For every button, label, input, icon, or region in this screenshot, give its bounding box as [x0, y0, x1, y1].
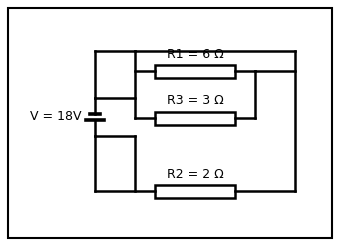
- Text: V = 18V: V = 18V: [30, 110, 81, 123]
- Bar: [155, 64, 235, 77]
- Text: R2 = 2 Ω: R2 = 2 Ω: [167, 168, 223, 181]
- Bar: [155, 184, 235, 198]
- Bar: [155, 111, 235, 124]
- Text: R1 = 6 Ω: R1 = 6 Ω: [167, 47, 223, 61]
- Text: R3 = 3 Ω: R3 = 3 Ω: [167, 94, 223, 108]
